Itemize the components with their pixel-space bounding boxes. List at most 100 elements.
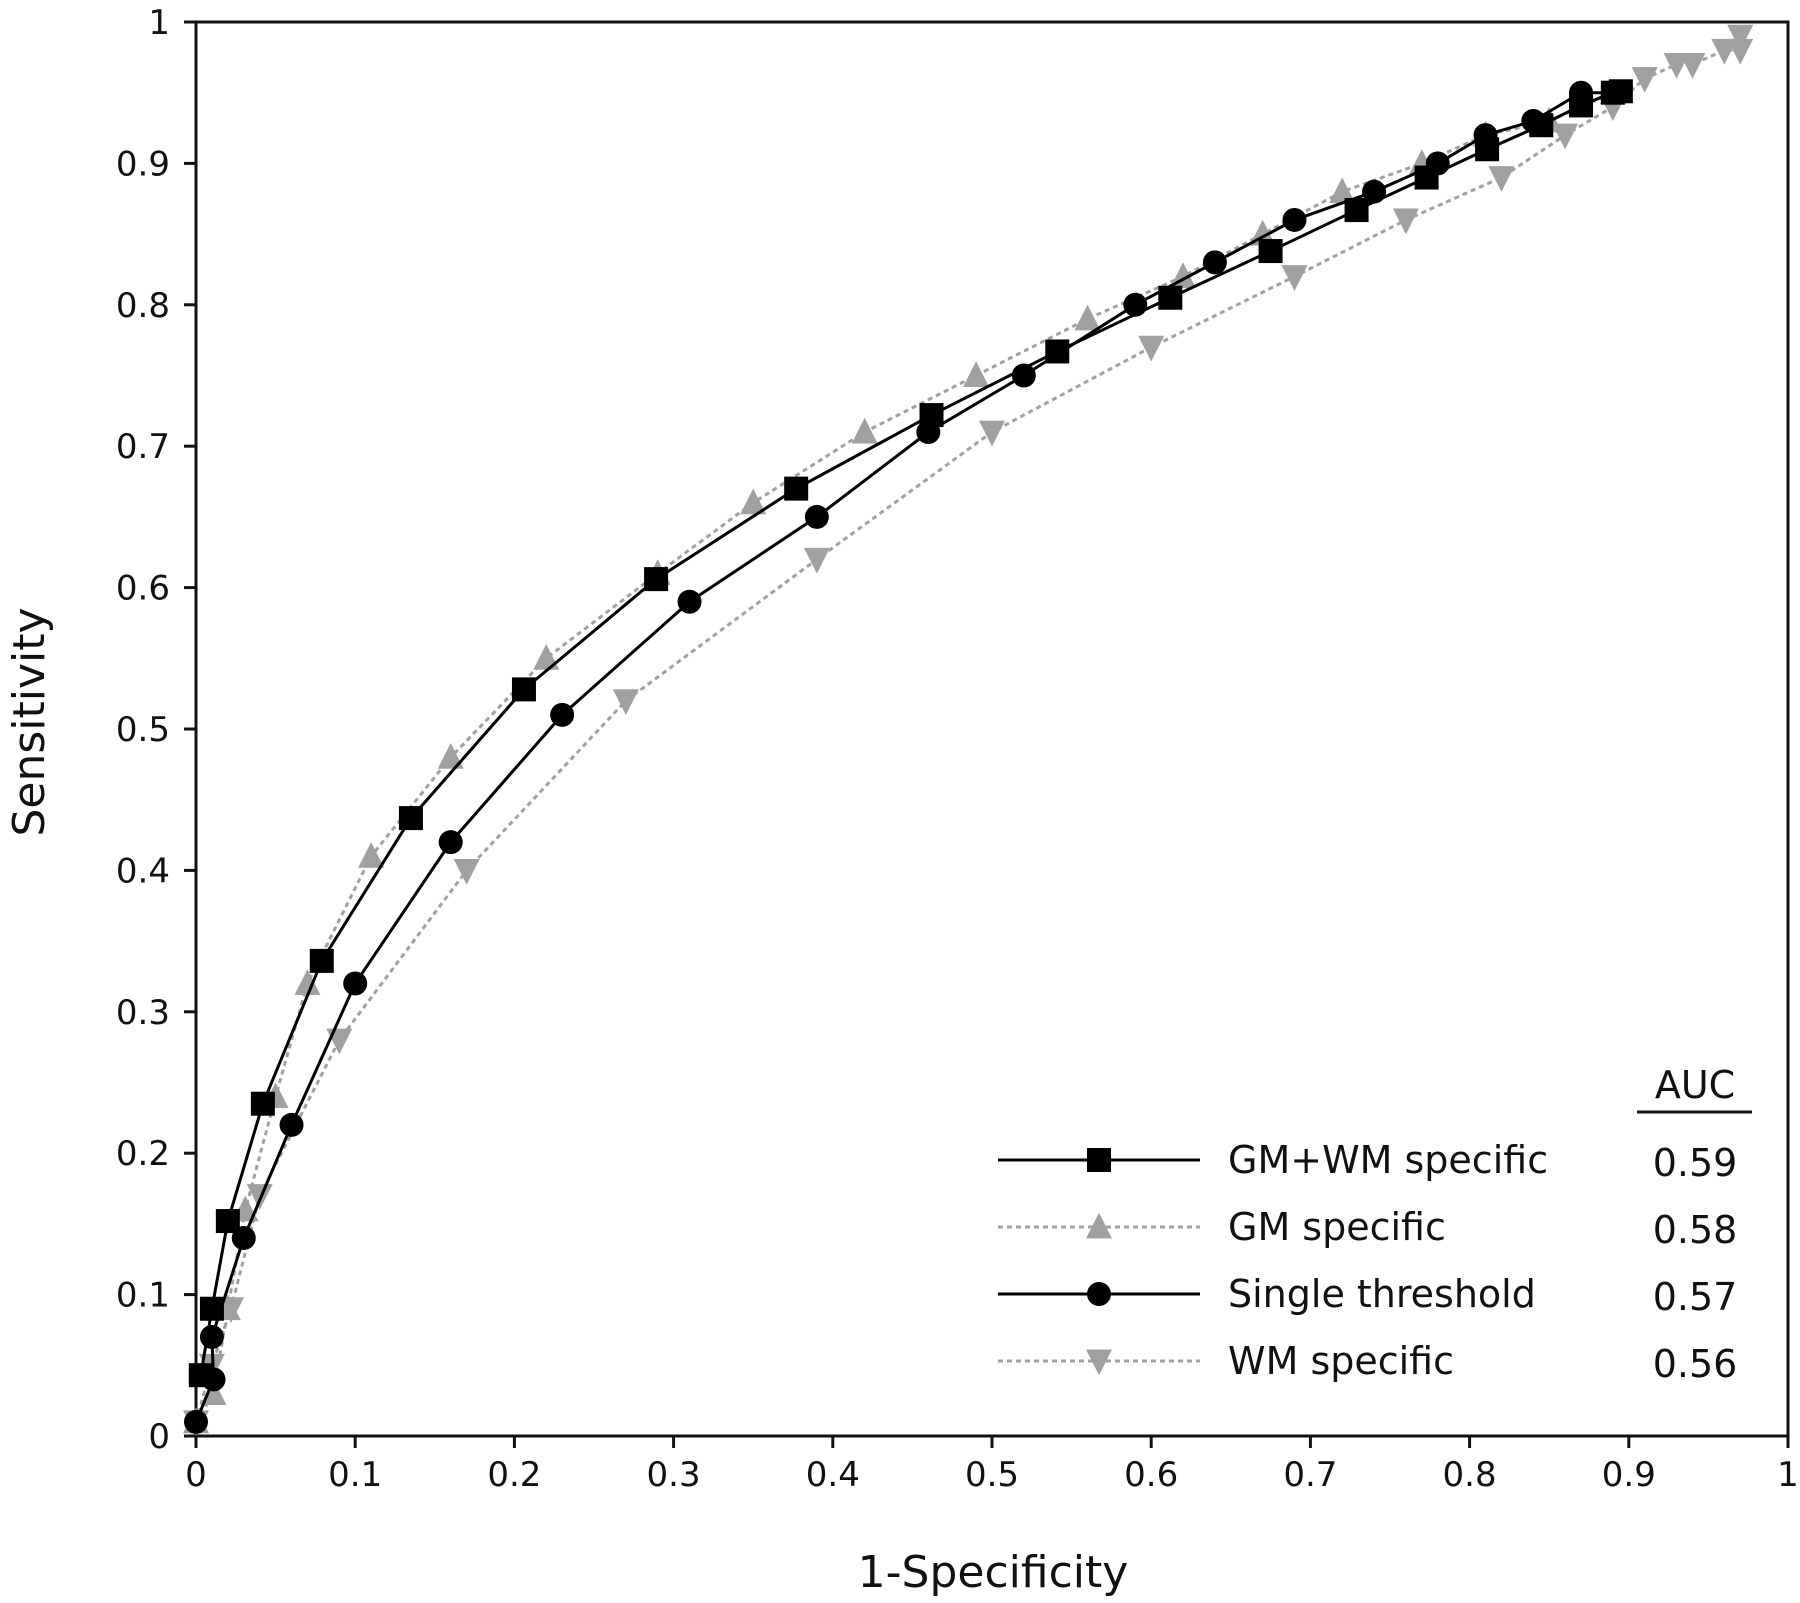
y-tick-label: 0.5 [116,710,170,750]
axis-ticks: 0 0.1 0.2 0.3 0.4 0.5 0.6 0.7 0.8 0.9 1 0 0.1 0.2 0.3 0… [116,3,1799,1495]
data-point [740,488,767,515]
series-layer [183,24,1754,1437]
y-tick-label: 0.1 [116,1276,170,1316]
data-point [1202,250,1227,275]
data-point [916,420,941,445]
data-point [803,547,830,574]
data-point [184,1409,208,1434]
data-point [231,1226,256,1251]
plot-area [194,20,1790,1438]
legend-marker [1087,1282,1111,1306]
auc-value: 0.57 [1653,1275,1738,1319]
data-point [1569,80,1594,105]
legend-label: GM+WM specific [1228,1138,1548,1182]
data-point [1727,38,1754,65]
data-point [1488,166,1515,192]
x-tick-label: 0.1 [328,1455,382,1495]
auc-value: 0.59 [1653,1141,1738,1185]
legend-item: Single threshold 0.57 [998,1272,1737,1319]
x-tick-label: 0.3 [647,1455,701,1495]
data-point [1138,335,1165,362]
data-point [1679,52,1706,79]
y-tick-label: 0.6 [116,569,170,609]
y-tick-label: 0.9 [116,144,170,184]
data-point [1600,80,1625,105]
legend-marker [1086,1349,1112,1376]
y-axis-title: Sensitivity [4,607,55,836]
data-point [1631,67,1658,93]
x-axis-title: 1-Specificity [858,1547,1129,1598]
y-tick-label: 1 [148,3,170,43]
data-point [438,830,463,855]
data-point [677,589,702,614]
y-tick-label: 0.7 [116,427,170,467]
series-single-threshold [184,80,1625,1434]
data-point [1011,363,1036,388]
auc-value: 0.58 [1653,1208,1738,1252]
y-tick-label: 0 [148,1417,170,1457]
data-point [1727,24,1754,51]
data-point [199,1325,224,1350]
x-tick-label: 0.6 [1124,1455,1178,1495]
data-point [250,1091,275,1116]
data-point [1362,179,1387,204]
data-point [511,677,536,702]
series-wm-specific [183,24,1754,1437]
data-point [644,567,669,592]
legend-label: Single threshold [1228,1272,1536,1316]
data-point [1392,208,1419,235]
data-point [550,702,575,727]
data-point [784,476,809,501]
data-point [358,841,385,868]
x-tick-label: 0 [185,1455,207,1495]
legend-marker [1087,1148,1111,1172]
x-tick-label: 0.8 [1443,1455,1497,1495]
legend-item: GM specific 0.58 [998,1205,1737,1252]
data-point [979,420,1005,447]
plot-frame [194,20,1790,1438]
series-gm-wm-specific [188,79,1633,1388]
y-tick-label: 0.4 [116,851,170,891]
data-point [1521,108,1546,133]
data-point [1281,265,1308,291]
x-tick-label: 0.9 [1602,1455,1656,1495]
data-point [453,858,480,885]
data-point [1258,239,1283,264]
data-point [279,1112,304,1137]
auc-value: 0.56 [1653,1342,1738,1386]
legend-marker [1086,1212,1112,1239]
legend-item: GM+WM specific 0.59 [998,1138,1737,1185]
data-point [1074,304,1101,331]
data-point [1329,177,1356,204]
data-point [437,742,464,769]
auc-header: AUC [1655,1063,1735,1107]
data-point [963,361,990,387]
data-point [309,948,334,973]
data-point [343,971,368,996]
data-point [1123,292,1148,317]
data-point [1282,207,1307,232]
y-tick-label: 0.8 [116,286,170,326]
data-point [398,806,423,831]
y-tick-label: 0.3 [116,993,170,1033]
legend: AUC GM+WM specific 0.59 GM specific 0.58 Sin… [998,1063,1752,1386]
x-tick-label: 0.5 [965,1455,1019,1495]
data-point [1473,123,1498,148]
data-point [218,1297,245,1324]
series-line [199,89,1622,1376]
legend-label: GM specific [1228,1205,1446,1249]
series-line [194,36,1742,1423]
x-tick-label: 0.2 [487,1455,541,1495]
x-tick-label: 1 [1777,1455,1799,1495]
data-point [1552,123,1579,150]
x-tick-label: 0.7 [1283,1455,1337,1495]
x-tick-label: 0.4 [806,1455,860,1495]
data-point [294,969,321,995]
data-point [851,417,878,444]
y-tick-label: 0.2 [116,1134,170,1174]
data-point [612,689,639,716]
legend-label: WM specific [1228,1339,1454,1383]
data-point [1425,151,1450,176]
legend-item: WM specific 0.56 [998,1339,1737,1386]
